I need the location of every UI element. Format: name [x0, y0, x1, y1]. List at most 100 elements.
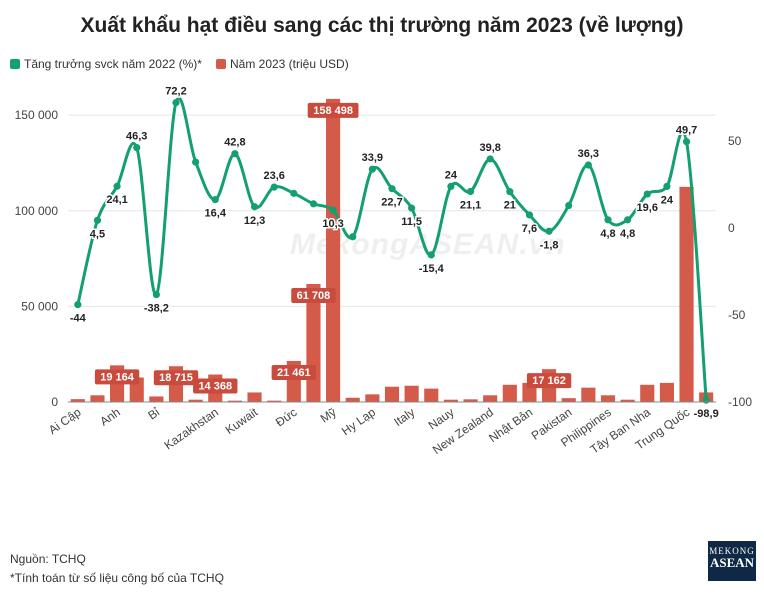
line-data-label: 46,3 — [126, 131, 147, 143]
y-left-tick-label: 0 — [51, 395, 58, 409]
line-point — [486, 155, 494, 163]
x-tick-label: Đức — [273, 405, 300, 429]
bar — [640, 384, 655, 402]
line-point — [427, 251, 435, 259]
y-right-tick-label: 0 — [728, 221, 735, 235]
line-data-label: -15,4 — [419, 263, 445, 275]
x-tick-label: Italy — [391, 405, 417, 429]
line-data-label: 7,6 — [522, 223, 537, 235]
bar — [227, 400, 242, 402]
y-left-tick-label: 150 000 — [15, 108, 59, 122]
legend-item-bar: Năm 2023 (triệu USD) — [215, 57, 349, 71]
line-point — [133, 144, 141, 152]
growth-series-line — [76, 96, 708, 401]
line-point — [565, 201, 573, 210]
line-data-label: -98,9 — [694, 408, 719, 420]
line-data-label: 4,8 — [600, 228, 615, 240]
bar — [620, 399, 635, 402]
line-data-label: 24,1 — [106, 194, 127, 206]
bar — [600, 395, 616, 402]
bar — [267, 400, 282, 402]
line-point — [604, 216, 612, 224]
line-point — [329, 206, 337, 214]
x-tick-label: Nhật Bản — [486, 405, 535, 445]
legend-label-line: Tăng trưởng svck năm 2022 (%)* — [24, 57, 202, 71]
bar — [424, 388, 439, 402]
bar — [326, 98, 341, 403]
bar-data-label: 158 498 — [313, 105, 353, 117]
line-data-label: 24 — [445, 169, 458, 181]
logo-line1: MEKONG — [709, 546, 755, 556]
chart: 19 164 18 715 14 368 21 461 61 708 158 498 17 … — [15, 84, 753, 457]
bar-data-label-bg — [153, 370, 199, 386]
x-tick-label: Anh — [97, 405, 123, 429]
bar-data-label-bg — [94, 369, 140, 385]
bar — [70, 399, 85, 402]
line-data-label: 24 — [661, 194, 674, 206]
x-tick-label: Hy Lạp — [339, 405, 378, 438]
bar-data-label-bg — [291, 287, 336, 303]
line-data-label: 4,5 — [90, 228, 105, 240]
line-point — [584, 161, 592, 169]
y-right-tick-label: 50 — [728, 134, 742, 148]
line-point — [368, 165, 376, 173]
line-data-label: 72,2 — [165, 86, 186, 98]
bar — [463, 399, 478, 402]
bar — [149, 396, 164, 402]
bar-data-label: 14 368 — [198, 381, 232, 393]
line-data-label: -38,2 — [144, 303, 169, 315]
x-tick-label: Kazakhstan — [162, 405, 221, 452]
legend-swatch-line — [10, 59, 20, 69]
line-point — [349, 233, 357, 241]
bar — [483, 395, 498, 402]
bar-data-label: 18 715 — [159, 372, 193, 384]
line-data-label: 36,3 — [578, 148, 599, 160]
legend: Tăng trưởng svck năm 2022 (%)* Năm 2023 … — [10, 57, 357, 71]
line-data-label: -1,8 — [540, 239, 559, 251]
bar-data-label: 19 164 — [100, 371, 135, 383]
line-data-label: 49,7 — [676, 125, 697, 137]
bar — [247, 392, 262, 402]
line-point — [250, 203, 259, 211]
bar — [581, 387, 596, 402]
line-point — [506, 188, 514, 196]
line-point — [309, 200, 318, 208]
bar-data-label-bg — [307, 102, 359, 118]
bar — [404, 385, 419, 402]
line-point — [93, 216, 102, 224]
y-right-tick-label: -50 — [728, 308, 746, 322]
bar — [561, 398, 576, 402]
line-data-label: 39,8 — [479, 142, 500, 154]
y-left-tick-label: 50 000 — [21, 299, 58, 313]
bar — [345, 397, 360, 402]
x-tick-label: Nauy — [426, 405, 457, 433]
bar-data-label-bg — [526, 373, 572, 389]
line-point — [447, 182, 455, 191]
legend-swatch-bar — [215, 59, 226, 69]
line-data-label: 33,9 — [362, 152, 383, 164]
bar — [365, 394, 380, 402]
x-tick-label: Kuwait — [223, 405, 261, 438]
line-point — [388, 185, 396, 193]
line-point — [466, 187, 475, 196]
bar-data-label-bg — [193, 378, 238, 394]
line-data-label: 22,7 — [381, 197, 402, 209]
line-point — [702, 396, 710, 404]
line-data-label: 23,6 — [263, 170, 284, 182]
line-point — [74, 301, 82, 309]
line-point — [545, 227, 553, 235]
line-point — [270, 183, 278, 191]
legend-label-bar: Năm 2023 (triệu USD) — [229, 57, 349, 71]
line-point — [231, 150, 239, 158]
bar — [188, 399, 203, 402]
line-data-label: 12,3 — [244, 215, 265, 227]
y-right-tick-label: -100 — [728, 395, 752, 409]
line-point — [290, 189, 298, 197]
line-data-label: 42,8 — [224, 137, 245, 149]
line-data-label: 10,3 — [322, 218, 343, 230]
footnote: *Tính toán từ số liệu công bố của TCHQ — [10, 571, 224, 585]
source-note: Nguồn: TCHQ — [10, 552, 86, 566]
chart-title: Xuất khẩu hạt điều sang các thị trường n… — [80, 14, 684, 37]
brand-logo: MEKONG ASEAN — [708, 541, 756, 581]
x-tick-label: Bỉ — [145, 405, 162, 423]
